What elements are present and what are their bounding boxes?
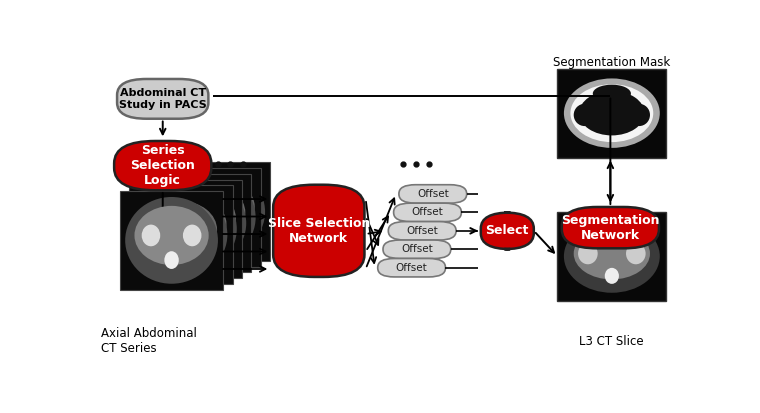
Ellipse shape: [564, 78, 660, 148]
FancyBboxPatch shape: [394, 203, 461, 222]
FancyBboxPatch shape: [481, 213, 534, 249]
Ellipse shape: [163, 174, 255, 261]
Polygon shape: [120, 191, 223, 290]
Ellipse shape: [578, 243, 597, 264]
Ellipse shape: [629, 104, 650, 126]
Ellipse shape: [579, 91, 644, 135]
Text: Axial Abdominal
CT Series: Axial Abdominal CT Series: [101, 327, 197, 355]
FancyBboxPatch shape: [378, 259, 445, 277]
FancyBboxPatch shape: [399, 185, 467, 203]
Polygon shape: [148, 174, 252, 273]
Ellipse shape: [574, 104, 596, 126]
Polygon shape: [167, 162, 271, 261]
FancyBboxPatch shape: [273, 185, 365, 277]
Ellipse shape: [182, 178, 255, 235]
Text: Series
Selection
Logic: Series Selection Logic: [130, 144, 195, 187]
Ellipse shape: [164, 251, 179, 269]
Polygon shape: [158, 168, 261, 267]
Ellipse shape: [564, 220, 660, 293]
Ellipse shape: [626, 243, 646, 264]
Ellipse shape: [600, 119, 624, 135]
Ellipse shape: [154, 180, 246, 266]
Ellipse shape: [135, 191, 227, 278]
Polygon shape: [557, 69, 667, 158]
Ellipse shape: [605, 268, 619, 284]
Ellipse shape: [593, 85, 631, 102]
Polygon shape: [129, 185, 233, 284]
Ellipse shape: [173, 169, 265, 255]
Ellipse shape: [586, 102, 605, 121]
Text: L3 CT Slice: L3 CT Slice: [579, 335, 644, 349]
Text: Offset: Offset: [401, 244, 432, 254]
Polygon shape: [139, 180, 242, 278]
Text: Offset: Offset: [417, 189, 448, 199]
Ellipse shape: [154, 195, 226, 253]
Ellipse shape: [163, 190, 236, 247]
FancyBboxPatch shape: [117, 79, 208, 119]
Text: Segmentation Mask: Segmentation Mask: [553, 56, 670, 69]
Ellipse shape: [125, 197, 218, 284]
FancyBboxPatch shape: [562, 207, 659, 248]
Polygon shape: [557, 212, 667, 301]
Ellipse shape: [183, 225, 201, 246]
FancyBboxPatch shape: [114, 141, 211, 190]
FancyBboxPatch shape: [388, 222, 456, 240]
Ellipse shape: [619, 102, 638, 121]
Ellipse shape: [574, 228, 650, 280]
Text: Offset: Offset: [396, 263, 427, 273]
Ellipse shape: [141, 225, 160, 246]
Ellipse shape: [571, 84, 654, 142]
Text: Abdominal CT
Study in PACS: Abdominal CT Study in PACS: [119, 88, 207, 110]
Ellipse shape: [144, 185, 237, 272]
FancyBboxPatch shape: [383, 240, 451, 259]
Text: Slice Selection
Network: Slice Selection Network: [268, 217, 370, 245]
Ellipse shape: [173, 184, 245, 241]
Text: Select: Select: [486, 224, 529, 237]
Text: Offset: Offset: [412, 207, 443, 217]
Ellipse shape: [135, 206, 209, 265]
Text: Segmentation
Network: Segmentation Network: [561, 214, 660, 242]
Text: Offset: Offset: [407, 226, 438, 236]
Ellipse shape: [145, 201, 217, 258]
